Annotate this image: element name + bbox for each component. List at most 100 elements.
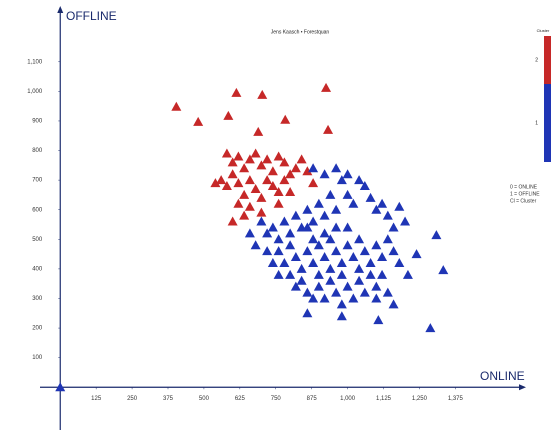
x-tick-label: 1,125 [376,396,392,402]
point [233,198,244,208]
point [227,216,238,226]
point [273,246,284,256]
point [342,189,353,199]
point [342,222,353,232]
x-tick-label: 375 [163,396,174,402]
point [348,252,359,262]
point [221,181,232,191]
point [262,228,273,238]
x-tick-label: 500 [199,396,210,402]
point [313,198,324,208]
point [431,230,442,240]
point [273,269,284,279]
point [321,82,332,92]
point [239,163,250,173]
point [325,275,336,285]
point [257,89,268,99]
point [371,293,382,303]
point [244,201,255,211]
point [290,163,301,173]
point [359,246,370,256]
point [354,263,365,273]
point [373,315,384,325]
point [388,246,399,256]
y-axis-arrow [57,6,64,13]
point [290,281,301,291]
x-tick-label: 625 [235,396,246,402]
point [285,269,296,279]
point [221,148,232,158]
legend-title: Cluster [537,28,550,33]
y-tick-label: 800 [32,148,43,154]
point [348,198,359,208]
point [256,160,267,170]
point [382,210,393,220]
point [244,228,255,238]
point [256,192,267,202]
point [377,198,388,208]
point [313,281,324,291]
point [239,189,250,199]
point [280,114,291,124]
point [308,257,319,267]
point [325,189,336,199]
x-axis-arrow [519,384,526,391]
y-tick-label: 1,000 [27,89,43,95]
point [394,201,405,211]
point [354,275,365,285]
point [319,252,330,262]
point [279,216,290,226]
point [331,163,342,173]
point [438,265,449,275]
point [233,151,244,161]
point [262,175,273,185]
point [365,257,376,267]
point [244,175,255,185]
point [371,204,382,214]
point [296,275,307,285]
point [253,126,264,136]
point [262,154,273,164]
y-tick-label: 900 [32,119,43,125]
point [273,186,284,196]
point [233,178,244,188]
x-tick-label: 1,250 [412,396,428,402]
point [285,186,296,196]
point [425,323,436,333]
point [342,281,353,291]
point [302,222,313,232]
point [336,299,347,309]
point [336,257,347,267]
point [336,269,347,279]
x-tick-label: 1,000 [340,396,356,402]
point [342,169,353,179]
point [319,293,330,303]
point [325,234,336,244]
point [231,87,242,97]
point [210,178,221,188]
legend-note: 1 = OFFLINE [510,191,540,197]
point [279,157,290,167]
point [273,234,284,244]
point [308,163,319,173]
point [319,210,330,220]
point [223,110,234,120]
point [262,246,273,256]
point [313,269,324,279]
point [400,216,411,226]
point [267,257,278,267]
point [371,281,382,291]
x-tick-label: 125 [91,396,102,402]
point [377,252,388,262]
point [216,175,227,185]
y-tick-label: 200 [32,326,43,332]
point [55,382,66,392]
point [302,287,313,297]
point [250,184,261,194]
point [290,210,301,220]
point [290,252,301,262]
point [256,216,267,226]
y-tick-label: 500 [32,237,43,243]
point [319,228,330,238]
point [296,263,307,273]
